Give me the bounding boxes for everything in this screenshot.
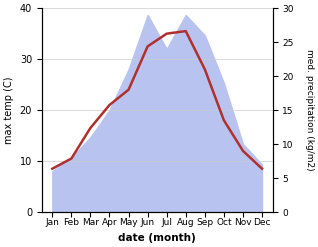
Y-axis label: med. precipitation (kg/m2): med. precipitation (kg/m2) [305,49,314,171]
Y-axis label: max temp (C): max temp (C) [4,76,14,144]
X-axis label: date (month): date (month) [118,233,196,243]
